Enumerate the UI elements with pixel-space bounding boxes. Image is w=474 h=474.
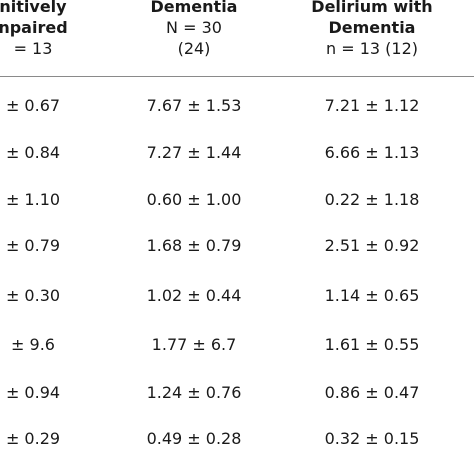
header-col2-line2: N = 30 [166, 18, 222, 37]
row-1-col-2: 7.67 ± 1.53 [146, 96, 242, 115]
row-5-col-2: 1.02 ± 0.44 [146, 286, 242, 305]
row-7-col-2: 1.24 ± 0.76 [146, 383, 242, 402]
header-divider [0, 76, 474, 77]
row-2-col-2: 7.27 ± 1.44 [146, 143, 242, 162]
row-6-col-3: 1.61 ± 0.55 [324, 335, 420, 354]
header-col3-line3: n = 13 (12) [325, 39, 418, 58]
row-3-col-2: 0.60 ± 1.00 [146, 190, 242, 209]
header-col2-line3: (24) [177, 39, 211, 58]
header-col1-line3: = 13 [13, 39, 53, 58]
row-6-col-1: ± 9.6 [11, 335, 55, 354]
row-7-col-1: ± 0.94 [5, 383, 61, 402]
row-5-col-3: 1.14 ± 0.65 [324, 286, 420, 305]
header-dementia: Dementia N = 30 (24) [104, 0, 284, 66]
row-8-col-2: 0.49 ± 0.28 [146, 429, 242, 448]
header-col2-line1: Dementia [150, 0, 238, 16]
row-2-col-1: ± 0.84 [5, 143, 61, 162]
row-3-col-1: ± 1.10 [5, 190, 61, 209]
row-6-col-2: 1.77 ± 6.7 [151, 335, 237, 354]
row-8-col-3: 0.32 ± 0.15 [324, 429, 420, 448]
header-col3-line2: Dementia [328, 18, 416, 37]
row-4-col-3: 2.51 ± 0.92 [324, 236, 420, 255]
row-1-col-3: 7.21 ± 1.12 [324, 96, 420, 115]
header-col1-line1: nitively [0, 0, 67, 16]
row-8-col-1: ± 0.29 [5, 429, 61, 448]
row-2-col-3: 6.66 ± 1.13 [324, 143, 420, 162]
row-4-col-2: 1.68 ± 0.79 [146, 236, 242, 255]
header-delirium-with-dementia: Delirium with Dementia n = 13 (12) [282, 0, 462, 66]
row-5-col-1: ± 0.30 [5, 286, 61, 305]
header-cognitively-impaired: nitively npaired = 13 [0, 0, 108, 66]
header-col3-line1: Delirium with [311, 0, 433, 16]
row-7-col-3: 0.86 ± 0.47 [324, 383, 420, 402]
row-3-col-3: 0.22 ± 1.18 [324, 190, 420, 209]
row-4-col-1: ± 0.79 [5, 236, 61, 255]
header-col1-line2: npaired [0, 18, 68, 37]
row-1-col-1: ± 0.67 [5, 96, 61, 115]
